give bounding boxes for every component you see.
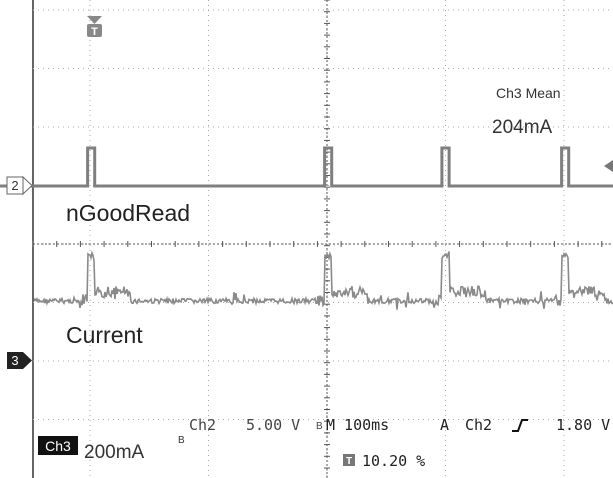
ch3-marker-label: 3 xyxy=(11,353,18,368)
ch3-scale-readout: Ch3 200mA B xyxy=(38,435,185,463)
rising-edge-icon xyxy=(512,419,528,432)
ch2-ground-marker: 2 xyxy=(6,175,33,196)
trigger-position-marker: T xyxy=(87,16,102,38)
ch2-scale-readout: Ch2 5.00 V B xyxy=(189,416,323,434)
trace-current xyxy=(33,250,613,310)
trigger-level: 1.80 V xyxy=(556,416,610,434)
trigger-position-readout: T 10.20 % xyxy=(343,452,425,470)
trace-ngoodread xyxy=(0,146,613,188)
trigger-position-icon xyxy=(343,454,355,466)
timebase-value: M 100ms xyxy=(326,416,389,434)
ch2-bandwidth-limit-icon: B xyxy=(316,421,323,432)
trace-label-ngoodread: nGoodRead xyxy=(66,200,190,226)
ch3-ground-marker: 3 xyxy=(7,352,32,369)
trace-label-current: Current xyxy=(66,322,143,348)
ch3-bandwidth-limit-icon: B xyxy=(178,435,185,446)
traces xyxy=(0,146,613,310)
trigger-position-value: 10.20 % xyxy=(362,452,425,470)
trigger-source: Ch2 xyxy=(465,416,492,434)
ch3-badge-label: Ch3 xyxy=(45,438,71,454)
ch3-scale-value: 200mA xyxy=(84,442,145,463)
ch2-channel-label: Ch2 xyxy=(189,416,216,434)
ch3-badge xyxy=(38,436,78,455)
trigger-position-icon-label: T xyxy=(346,456,352,467)
trigger-level-arrow xyxy=(604,160,613,172)
measurement-value: 204mA xyxy=(492,117,553,138)
timebase-trigger-readout: M 100ms A Ch2 1.80 V xyxy=(326,416,610,434)
ch2-marker-label: 2 xyxy=(11,178,18,193)
ch2-scale-value: 5.00 V xyxy=(246,416,300,434)
measurement-title: Ch3 Mean xyxy=(496,85,561,101)
trigger-mode: A xyxy=(440,416,449,434)
trigger-marker-label: T xyxy=(91,26,98,38)
